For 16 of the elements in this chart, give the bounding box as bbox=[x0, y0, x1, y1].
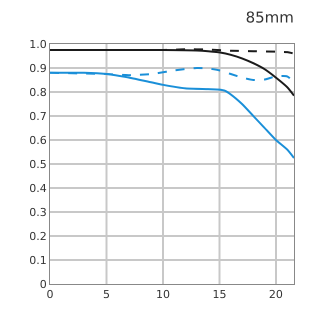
y-tick-label: 1.0 bbox=[29, 38, 47, 51]
y-tick-label: 0.9 bbox=[29, 62, 47, 75]
y-tick-label: 0.5 bbox=[29, 158, 47, 171]
x-tick-label: 5 bbox=[102, 288, 110, 302]
y-tick-label: 0.1 bbox=[29, 254, 47, 267]
x-tick-label: 20 bbox=[268, 288, 283, 302]
chart-title: 85mm bbox=[246, 8, 294, 26]
y-tick-label: 0.8 bbox=[29, 86, 47, 99]
y-tick-label: 0.4 bbox=[29, 182, 47, 195]
y-tick-label: 0.6 bbox=[29, 134, 47, 147]
x-tick-label: 10 bbox=[156, 288, 170, 302]
y-tick-label: 0.7 bbox=[29, 110, 47, 123]
y-tick-label: 0 bbox=[40, 278, 47, 291]
y-tick-label: 0.3 bbox=[29, 206, 47, 219]
x-tick-label: 15 bbox=[212, 288, 226, 302]
y-tick-label: 0.2 bbox=[29, 230, 47, 243]
